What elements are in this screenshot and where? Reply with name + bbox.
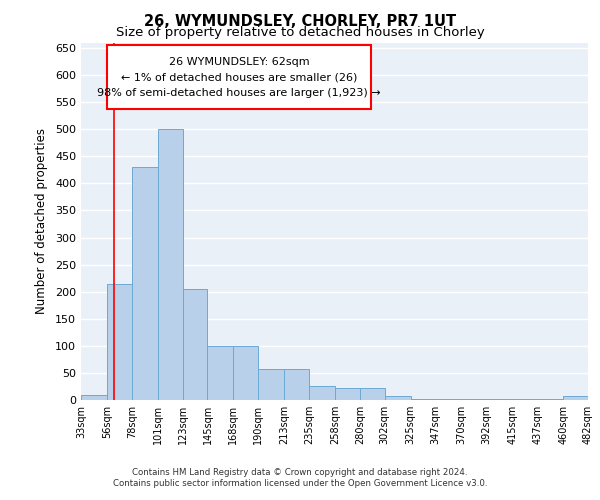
Bar (158, 129, 182, 400)
Bar (487, 399, 512, 400)
Y-axis label: Number of detached properties: Number of detached properties (35, 128, 48, 314)
Bar (182, 289, 208, 400)
Bar (81, 394, 107, 400)
Bar (335, 388, 360, 400)
Bar (563, 396, 588, 400)
Bar (258, 369, 284, 400)
Bar (360, 388, 385, 400)
Bar (132, 167, 158, 400)
Bar (512, 399, 537, 400)
Text: 26 WYMUNDSLEY: 62sqm
← 1% of detached houses are smaller (26)
98% of semi-detach: 26 WYMUNDSLEY: 62sqm ← 1% of detached ho… (97, 56, 381, 98)
Bar (284, 369, 309, 400)
Text: Size of property relative to detached houses in Chorley: Size of property relative to detached ho… (116, 26, 484, 39)
Bar (411, 399, 436, 400)
Bar (461, 399, 487, 400)
Bar (385, 396, 411, 400)
FancyBboxPatch shape (107, 45, 371, 109)
Bar (436, 399, 461, 400)
Text: Contains HM Land Registry data © Crown copyright and database right 2024.
Contai: Contains HM Land Registry data © Crown c… (113, 468, 487, 487)
Bar (537, 399, 563, 400)
Text: 26, WYMUNDSLEY, CHORLEY, PR7 1UT: 26, WYMUNDSLEY, CHORLEY, PR7 1UT (144, 14, 456, 29)
Bar (107, 284, 132, 400)
Bar (233, 346, 258, 400)
Bar (309, 386, 335, 400)
Bar (208, 346, 233, 400)
